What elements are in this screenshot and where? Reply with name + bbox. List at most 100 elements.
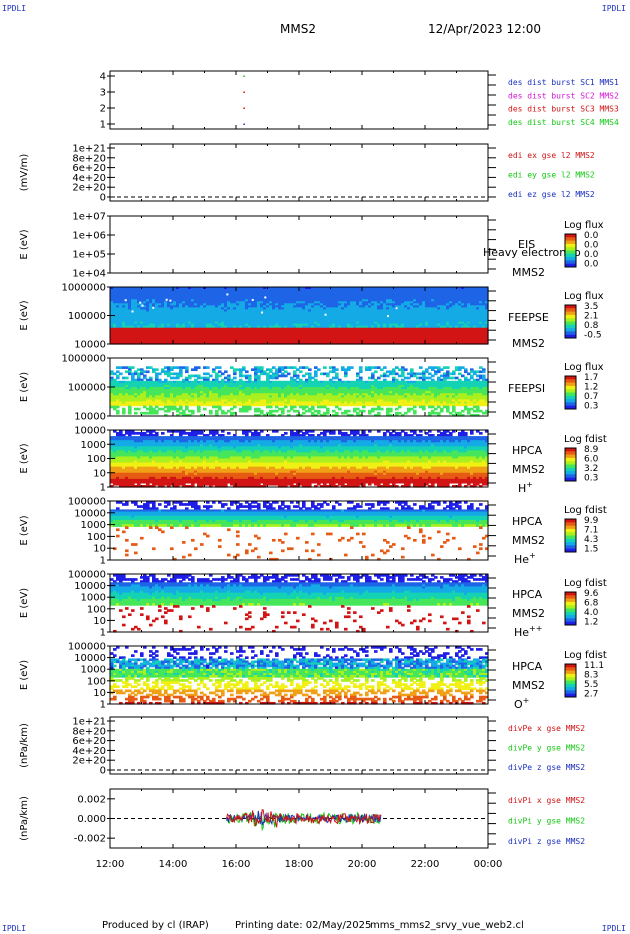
spectrogram-cell [179,323,183,327]
spectrogram-cell [215,335,219,339]
spectrogram-cell [185,309,189,313]
spectrogram-cell [224,335,228,339]
spectrogram-cell [164,341,168,345]
spectrogram-cell [203,299,207,302]
spectrogram-cell [182,317,186,321]
spectrogram-cell [125,293,129,296]
spectrogram-cell [134,337,138,341]
spectrogram-cell [236,309,240,313]
spectrogram-cell [206,323,210,327]
spectrogram-cell [152,325,156,329]
spectrogram-cell [179,331,183,335]
colorbar-value: 0.8 [584,321,599,331]
spectrogram-cell [212,311,216,315]
spectrogram-cell [149,317,153,321]
spectrogram-cell [194,331,198,335]
spectrogram-cell [146,329,150,333]
spectrogram-cell [116,327,120,331]
spectrogram-cell [209,333,213,337]
spectrogram-cell [236,327,240,331]
spectrogram-cell [155,295,159,298]
spectrogram-cell [206,329,210,333]
spectrogram-cell [221,313,225,317]
spectrogram-cell [230,327,234,331]
spectrogram-cell [161,319,165,323]
spectrogram-cell [134,309,138,313]
spectrogram-cell [116,289,120,292]
spectrogram-cell [230,297,234,300]
spectrogram-cell [131,311,135,315]
spectrogram-cell [167,303,171,306]
spectrogram-cell [218,305,222,308]
spectrogram-cell [185,315,189,319]
spectrogram-cell [203,307,207,310]
spectrogram-cell [197,409,201,413]
spectrogram-cell [233,341,237,345]
spectrogram-cell [149,337,153,341]
spectrogram-cell [191,297,195,300]
spectrogram-cell [131,319,135,323]
spectrogram-cell [113,309,117,313]
spectrogram-cell [236,293,240,296]
spectrogram-speck [139,301,142,304]
spectrogram-cell [140,305,144,308]
spectrogram-cell [179,297,183,300]
spectrogram-cell [128,339,132,343]
spectrogram-cell [116,295,120,298]
spectrogram-cell [212,293,216,296]
spectrogram-cell [209,299,213,302]
spectrogram-cell [113,327,117,331]
spectrogram-cell [149,295,153,298]
spectrogram-cell [215,309,219,313]
spectrogram-cell [113,297,117,300]
colorbar-value: 0.0 [584,250,599,260]
spectrogram-cell [197,307,201,310]
spectrogram-cell [113,315,117,319]
spectrogram-cell [215,319,219,323]
panel-frame [109,70,489,130]
spectrogram-cell [197,321,201,325]
spectrogram-cell [176,317,180,321]
spectrogram-cell [110,335,114,339]
spectrogram-cell [119,315,123,319]
spectrogram-cell [128,341,132,345]
spectrogram-cell [221,303,225,306]
spectrogram-cell [182,289,186,292]
spectrogram-cell [233,337,237,341]
spectrogram-cell [179,329,183,333]
spectrogram-cell [176,321,180,325]
spectrogram-cell [110,313,114,317]
spectrogram-cell [185,370,189,374]
spectrogram-cell [224,291,228,294]
spectrogram-cell [227,289,231,292]
spectrogram-cell [158,333,162,337]
spacecraft-label: MMS2 [512,337,545,350]
spectrogram-cell [209,341,213,345]
colorbar-segment [565,234,576,238]
spectrogram-cell [161,335,165,339]
spectrogram-cell [164,339,168,343]
colorbar-segment [565,257,576,261]
y-tick-label: 1e+04 [72,269,106,280]
spectrogram-cell [224,325,228,329]
spectrogram-cell [164,323,168,327]
scatter-point [243,91,245,93]
spectrogram-cell [239,303,243,306]
spectrogram-cell [113,307,117,310]
spectrogram-cell [224,303,228,306]
spectrogram-cell [197,303,201,306]
spectrogram-cell [215,305,219,308]
spectrogram-cell [203,311,207,315]
spectrogram-cell [224,331,228,335]
spectrogram-cell [110,333,114,337]
spectrogram-cell [206,321,210,325]
spectrogram-cell [176,339,180,343]
spectrogram-cell [173,329,177,333]
spectrogram-cell [185,313,189,317]
spectrogram-cell [155,341,159,345]
spectrogram-cell [137,289,141,292]
spectrogram-cell [170,339,174,343]
spectrogram-cell [185,293,189,296]
spectrogram-cell [206,333,210,337]
spectrogram-cell [227,311,231,315]
